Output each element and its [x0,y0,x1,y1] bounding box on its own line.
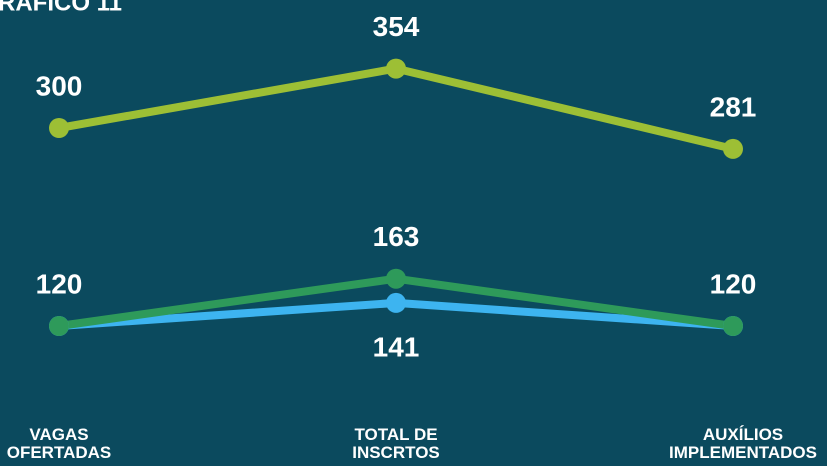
data-point [49,118,69,138]
data-point [386,268,406,289]
x-tick-label-line: AUXÍLIOS [703,425,783,444]
data-label: 300 [36,70,83,101]
x-tick-label-line: VAGAS [29,425,88,444]
x-tick-label-line: OFERTADAS [7,443,112,462]
data-point [723,316,743,336]
data-label: 141 [373,331,420,362]
data-point [723,138,743,159]
series-line [58,64,734,153]
x-tick-label: AUXÍLIOS IMPLEMENTADOS [669,425,817,462]
data-point [386,58,406,79]
x-tick-label-line: INSCRTOS [352,443,440,462]
data-label: 281 [710,91,757,122]
x-tick-label: TOTAL DE INSCRTOS [352,425,440,462]
data-point [386,292,406,313]
data-label: 120 [36,268,83,299]
data-point [49,316,69,336]
x-tick-label-line: IMPLEMENTADOS [669,443,817,462]
data-label: 120 [710,268,757,299]
x-tick-label-line: TOTAL DE [354,425,437,444]
data-label: 354 [373,11,420,42]
data-label: 163 [373,221,420,252]
x-tick-label: VAGAS OFERTADAS [7,425,112,462]
chart-title: RÁFICO 11 [0,0,122,16]
